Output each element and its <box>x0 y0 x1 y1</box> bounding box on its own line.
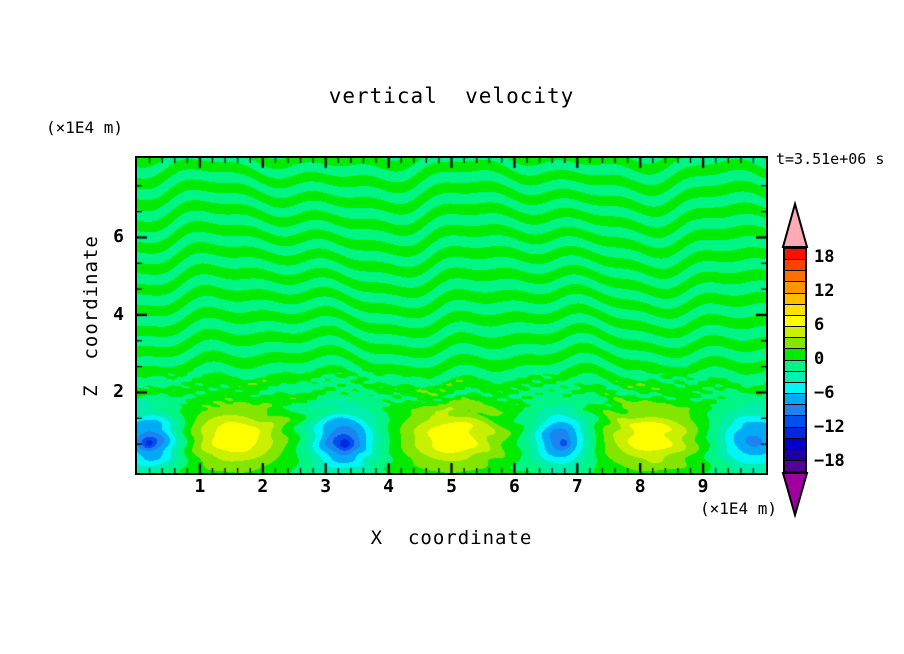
colorbar-box <box>785 314 805 327</box>
x-tick-label: 7 <box>571 476 583 497</box>
x-tick-label: 6 <box>508 476 520 497</box>
colorbar-tick-label: −18 <box>814 450 845 471</box>
colorbar-box <box>785 381 805 394</box>
colorbar-box <box>785 448 805 460</box>
colorbar-box <box>785 249 805 260</box>
colorbar-tick-label: 12 <box>814 281 835 302</box>
colorbar-tick-label: 18 <box>814 247 835 268</box>
x-axis-title: X coordinate <box>370 527 533 549</box>
x-tick-label: 3 <box>320 476 332 497</box>
colorbar-over-arrow <box>781 200 809 248</box>
colorbar-under-arrow-shape <box>781 472 809 519</box>
colorbar-box <box>785 437 805 449</box>
contour-field-canvas <box>137 158 766 473</box>
x-axis-unit-label: (×1E4 m) <box>699 499 777 518</box>
colorbar-box <box>785 270 805 282</box>
colorbar-box <box>785 459 805 472</box>
colorbar <box>783 247 807 473</box>
z-tick-label: 6 <box>113 226 124 248</box>
colorbar-tick-label: 0 <box>814 349 825 369</box>
colorbar-box <box>785 426 805 438</box>
x-tick-label: 5 <box>446 476 457 497</box>
colorbar-box <box>785 348 805 360</box>
colorbar-box <box>785 359 805 371</box>
colorbar-box <box>785 393 805 405</box>
x-tick-label: 8 <box>634 476 646 497</box>
z-tick-label: 4 <box>113 303 124 325</box>
colorbar-box <box>785 259 805 271</box>
x-tick-label: 9 <box>697 476 709 497</box>
colorbar-tick-label: −12 <box>814 416 845 437</box>
plot-frame <box>135 156 768 475</box>
colorbar-under-arrow <box>781 472 809 519</box>
colorbar-box <box>785 370 805 382</box>
z-tick-label: 2 <box>113 381 124 403</box>
x-tick-label: 1 <box>194 476 206 497</box>
x-tick-label: 2 <box>257 476 269 497</box>
colorbar-over-arrow-shape <box>781 200 809 248</box>
colorbar-box <box>785 303 805 315</box>
x-tick-label: 4 <box>383 476 395 497</box>
time-annotation: t=3.51e+06 s <box>776 150 885 168</box>
colorbar-tick-label: −6 <box>814 382 835 403</box>
colorbar-box <box>785 415 805 427</box>
colorbar-tick-label: 6 <box>814 315 825 336</box>
colorbar-box <box>785 326 805 338</box>
colorbar-box <box>785 292 805 304</box>
plot-title: vertical velocity <box>328 84 575 108</box>
z-axis-unit-label: (×1E4 m) <box>46 118 124 137</box>
colorbar-box <box>785 281 805 293</box>
colorbar-box <box>785 404 805 416</box>
colorbar-box <box>785 337 805 349</box>
